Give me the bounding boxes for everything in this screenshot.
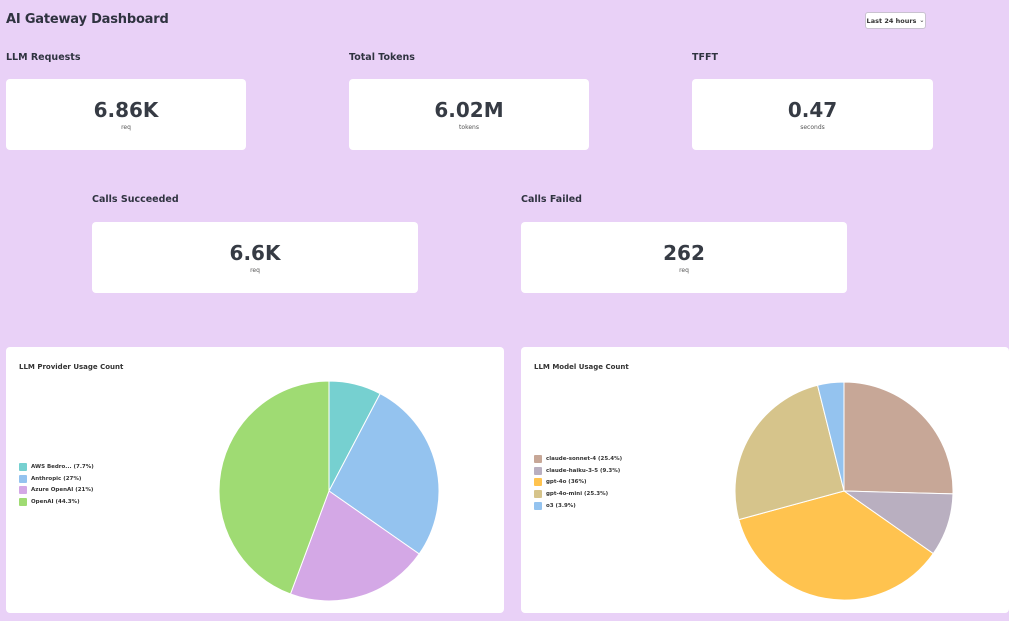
tfft-label: TFFT <box>692 52 718 63</box>
total-tokens-label: Total Tokens <box>349 52 415 63</box>
pie-slice-claude-sonnet-4[interactable] <box>843 381 954 495</box>
legend-item-claude-haiku-3-5[interactable]: claude-haiku-3-5 (9.3%) <box>534 465 622 477</box>
legend-swatch <box>19 497 27 506</box>
legend-label: Anthropic (27%) <box>31 475 82 482</box>
time-range-select[interactable]: Last 24 hours ⌄ <box>865 12 926 29</box>
total-tokens-card: 6.02M tokens <box>349 79 589 150</box>
legend-item-aws-bedro[interactable]: AWS Bedro... (7.7%) <box>19 461 94 473</box>
llm-requests-unit: req <box>121 123 131 131</box>
provider-usage-panel: LLM Provider Usage Count AWS Bedro... (7… <box>6 347 504 613</box>
provider-pie-chart <box>218 380 440 602</box>
tfft-value: 0.47 <box>787 97 838 122</box>
model-legend: claude-sonnet-4 (25.4%) claude-haiku-3-5 … <box>534 453 622 511</box>
calls-succeeded-label: Calls Succeeded <box>92 194 179 205</box>
legend-swatch <box>19 462 27 471</box>
pie-slice-gpt-4o[interactable] <box>738 490 934 601</box>
legend-item-o3[interactable]: o3 (3.9%) <box>534 500 622 512</box>
legend-item-anthropic[interactable]: Anthropic (27%) <box>19 473 94 485</box>
pie-slice-openai[interactable] <box>218 380 330 595</box>
legend-item-azure-openai[interactable]: Azure OpenAI (21%) <box>19 484 94 496</box>
provider-legend: AWS Bedro... (7.7%) Anthropic (27%) Azure … <box>19 461 94 508</box>
legend-label: Azure OpenAI (21%) <box>31 487 94 494</box>
pie-slice-gpt-4o-mini[interactable] <box>734 384 845 521</box>
time-range-value: Last 24 hours <box>866 16 917 25</box>
pie-slice-anthropic[interactable] <box>328 392 440 555</box>
legend-item-gpt-4o-mini[interactable]: gpt-4o-mini (25.3%) <box>534 488 622 500</box>
legend-swatch <box>534 454 542 463</box>
model-pie-chart <box>734 381 954 601</box>
calls-failed-unit: req <box>679 266 689 274</box>
calls-failed-card: 262 req <box>521 222 847 293</box>
total-tokens-value: 6.02M <box>434 97 504 122</box>
pie-slice-azure-openai[interactable] <box>289 490 420 602</box>
legend-label: gpt-4o (36%) <box>546 479 587 486</box>
legend-label: AWS Bedro... (7.7%) <box>31 463 94 470</box>
legend-label: OpenAI (44.3%) <box>31 498 80 505</box>
legend-swatch <box>534 501 542 510</box>
provider-chart-title: LLM Provider Usage Count <box>19 363 124 371</box>
calls-succeeded-unit: req <box>250 266 260 274</box>
llm-requests-value: 6.86K <box>93 97 159 122</box>
model-chart-title: LLM Model Usage Count <box>534 363 629 371</box>
page-title: AI Gateway Dashboard <box>6 12 169 27</box>
legend-label: o3 (3.9%) <box>546 502 576 509</box>
legend-swatch <box>534 478 542 487</box>
legend-swatch <box>19 486 27 495</box>
legend-swatch <box>534 489 542 498</box>
pie-slice-o3[interactable] <box>816 381 845 492</box>
legend-item-openai[interactable]: OpenAI (44.3%) <box>19 496 94 508</box>
calls-failed-value: 262 <box>663 240 705 265</box>
total-tokens-unit: tokens <box>459 123 479 131</box>
llm-requests-label: LLM Requests <box>6 52 81 63</box>
legend-item-claude-sonnet-4[interactable]: claude-sonnet-4 (25.4%) <box>534 453 622 465</box>
llm-requests-card: 6.86K req <box>6 79 246 150</box>
legend-swatch <box>534 466 542 475</box>
chevron-down-icon: ⌄ <box>919 17 925 24</box>
model-usage-panel: LLM Model Usage Count claude-sonnet-4 (2… <box>521 347 1009 613</box>
legend-swatch <box>19 474 27 483</box>
calls-failed-label: Calls Failed <box>521 194 582 205</box>
legend-label: gpt-4o-mini (25.3%) <box>546 490 609 497</box>
legend-label: claude-haiku-3-5 (9.3%) <box>546 467 621 474</box>
calls-succeeded-value: 6.6K <box>229 240 281 265</box>
legend-item-gpt-4o[interactable]: gpt-4o (36%) <box>534 476 622 488</box>
tfft-unit: seconds <box>800 123 825 131</box>
tfft-card: 0.47 seconds <box>692 79 933 150</box>
calls-succeeded-card: 6.6K req <box>92 222 418 293</box>
legend-label: claude-sonnet-4 (25.4%) <box>546 455 623 462</box>
